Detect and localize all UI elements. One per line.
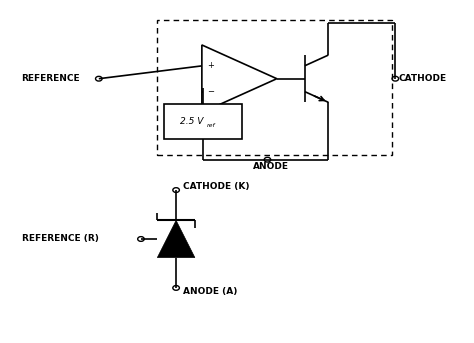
- Text: +: +: [207, 61, 214, 70]
- Text: REFERENCE: REFERENCE: [21, 74, 80, 83]
- Bar: [157, 20, 392, 155]
- Text: −: −: [207, 87, 214, 96]
- Text: CATHODE: CATHODE: [399, 74, 447, 83]
- Text: ANODE: ANODE: [254, 162, 290, 171]
- Text: ref: ref: [207, 123, 216, 129]
- Text: ANODE (A): ANODE (A): [183, 287, 237, 296]
- Text: CATHODE (K): CATHODE (K): [183, 182, 250, 191]
- Bar: [164, 104, 242, 140]
- Polygon shape: [157, 221, 195, 258]
- Text: REFERENCE (R): REFERENCE (R): [21, 235, 99, 244]
- Text: 2.5 V: 2.5 V: [180, 117, 203, 126]
